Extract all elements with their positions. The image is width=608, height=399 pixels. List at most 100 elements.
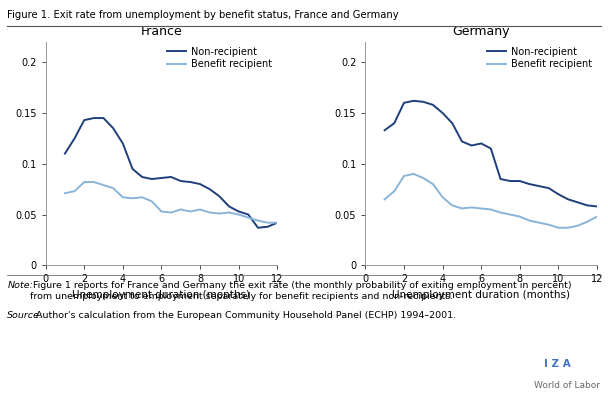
Benefit recipient	[196, 207, 204, 212]
Benefit recipient	[391, 189, 398, 194]
Benefit recipient	[177, 207, 184, 212]
Line: Benefit recipient: Benefit recipient	[65, 182, 277, 223]
Non-recipient	[206, 187, 213, 192]
Non-recipient	[90, 116, 97, 120]
Title: France: France	[140, 25, 182, 38]
Non-recipient	[410, 99, 417, 103]
Benefit recipient	[244, 215, 252, 220]
Non-recipient	[458, 139, 466, 144]
Benefit recipient	[158, 209, 165, 214]
Non-recipient	[487, 146, 494, 151]
Benefit recipient	[584, 219, 591, 224]
Line: Non-recipient: Non-recipient	[385, 101, 597, 206]
Benefit recipient	[554, 225, 562, 230]
Non-recipient	[420, 99, 427, 104]
Non-recipient	[564, 197, 572, 202]
Benefit recipient	[129, 196, 136, 201]
Benefit recipient	[264, 220, 271, 225]
Non-recipient	[400, 101, 407, 105]
Non-recipient	[468, 143, 475, 148]
Non-recipient	[109, 126, 117, 130]
Benefit recipient	[420, 176, 427, 180]
Benefit recipient	[574, 223, 581, 228]
Benefit recipient	[564, 225, 572, 230]
Non-recipient	[196, 182, 204, 186]
Line: Non-recipient: Non-recipient	[65, 118, 277, 228]
Non-recipient	[554, 192, 562, 197]
Non-recipient	[497, 177, 504, 182]
Non-recipient	[526, 182, 533, 186]
Benefit recipient	[593, 214, 601, 219]
X-axis label: Unemployment duration (months): Unemployment duration (months)	[72, 290, 250, 300]
Benefit recipient	[109, 186, 117, 191]
Benefit recipient	[487, 207, 494, 212]
Benefit recipient	[506, 212, 514, 217]
Non-recipient	[139, 175, 146, 180]
Benefit recipient	[458, 206, 466, 211]
Benefit recipient	[90, 180, 97, 184]
Title: Germany: Germany	[452, 25, 510, 38]
Non-recipient	[381, 128, 389, 132]
Benefit recipient	[449, 203, 456, 208]
Benefit recipient	[400, 174, 407, 178]
Benefit recipient	[526, 218, 533, 223]
Benefit recipient	[477, 206, 485, 211]
Non-recipient	[100, 116, 107, 120]
Text: Figure 1. Exit rate from unemployment by benefit status, France and Germany: Figure 1. Exit rate from unemployment by…	[7, 10, 399, 20]
Non-recipient	[574, 200, 581, 205]
Benefit recipient	[226, 210, 233, 215]
Non-recipient	[274, 220, 281, 225]
Non-recipient	[167, 175, 174, 180]
Benefit recipient	[439, 195, 446, 200]
Non-recipient	[177, 179, 184, 184]
Legend: Non-recipient, Benefit recipient: Non-recipient, Benefit recipient	[487, 47, 592, 69]
Non-recipient	[391, 121, 398, 126]
Benefit recipient	[216, 211, 223, 216]
Benefit recipient	[254, 218, 261, 223]
Text: I Z A: I Z A	[544, 359, 571, 369]
Benefit recipient	[497, 210, 504, 215]
Non-recipient	[119, 141, 126, 146]
X-axis label: Unemployment duration (months): Unemployment duration (months)	[392, 290, 570, 300]
Benefit recipient	[119, 195, 126, 200]
Benefit recipient	[410, 172, 417, 176]
Non-recipient	[593, 204, 601, 209]
Non-recipient	[235, 209, 243, 214]
Non-recipient	[506, 179, 514, 184]
Text: Figure 1 reports for France and Germany the exit rate (the monthly probability o: Figure 1 reports for France and Germany …	[30, 281, 572, 301]
Non-recipient	[536, 184, 543, 188]
Non-recipient	[477, 141, 485, 146]
Non-recipient	[61, 151, 69, 156]
Benefit recipient	[71, 189, 78, 194]
Legend: Non-recipient, Benefit recipient: Non-recipient, Benefit recipient	[167, 47, 272, 69]
Non-recipient	[254, 225, 261, 230]
Text: World of Labor: World of Labor	[534, 381, 600, 390]
Text: Source:: Source:	[7, 311, 43, 320]
Benefit recipient	[81, 180, 88, 184]
Non-recipient	[187, 180, 194, 184]
Non-recipient	[71, 136, 78, 141]
Non-recipient	[158, 176, 165, 180]
Line: Benefit recipient: Benefit recipient	[385, 174, 597, 228]
Text: Note:: Note:	[7, 281, 33, 290]
Non-recipient	[516, 179, 523, 184]
Non-recipient	[545, 186, 553, 191]
Non-recipient	[429, 103, 437, 107]
Non-recipient	[244, 212, 252, 217]
Benefit recipient	[61, 191, 69, 196]
Non-recipient	[439, 111, 446, 115]
Benefit recipient	[148, 199, 156, 204]
Non-recipient	[584, 203, 591, 208]
Benefit recipient	[516, 214, 523, 219]
Benefit recipient	[187, 209, 194, 214]
Benefit recipient	[468, 205, 475, 210]
Benefit recipient	[139, 195, 146, 200]
Non-recipient	[129, 166, 136, 171]
Non-recipient	[216, 194, 223, 199]
Benefit recipient	[100, 183, 107, 188]
Benefit recipient	[545, 222, 553, 227]
Benefit recipient	[274, 220, 281, 225]
Non-recipient	[81, 118, 88, 122]
Non-recipient	[264, 224, 271, 229]
Benefit recipient	[381, 197, 389, 202]
